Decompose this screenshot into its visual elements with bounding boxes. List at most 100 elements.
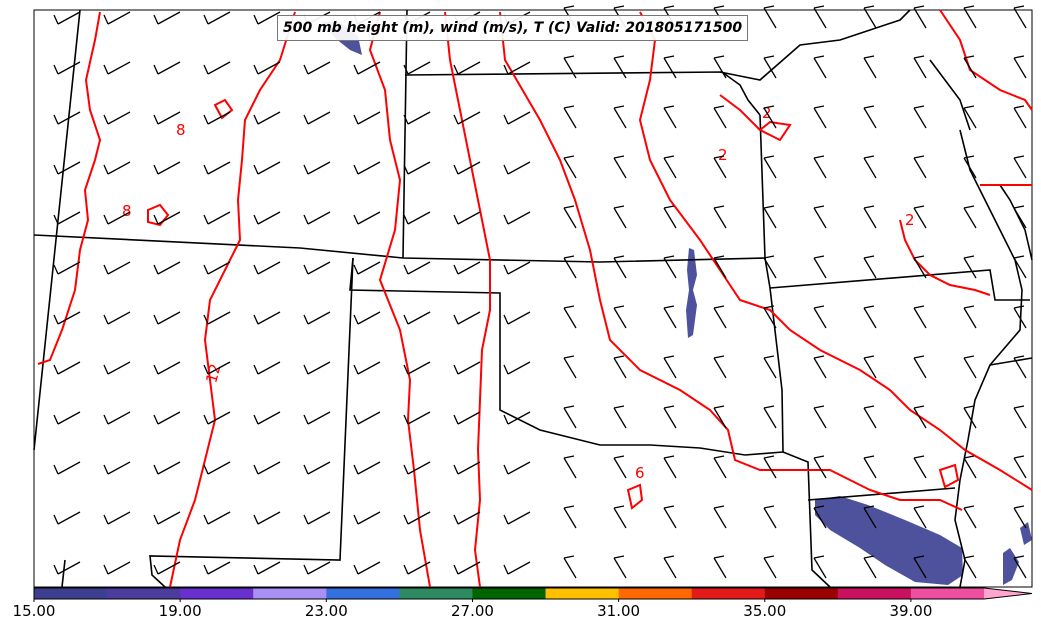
wind-barb [53, 211, 81, 225]
wind-barb [253, 361, 281, 375]
wind-barb [663, 205, 677, 229]
wind-barb [763, 55, 777, 79]
colorbar-swatch [399, 588, 473, 599]
wind-barb [563, 105, 577, 129]
wind-barb [713, 255, 727, 279]
wind-barb [303, 161, 331, 175]
wind-barb [563, 455, 577, 479]
wind-barb [353, 361, 381, 375]
wind-barb [863, 255, 877, 279]
wind-barb [563, 355, 577, 379]
border-ok-ar [769, 287, 784, 453]
wind-barb [253, 511, 281, 525]
wind-barb [403, 511, 431, 525]
border-tx-la [782, 451, 831, 588]
wind-barb [253, 11, 281, 25]
wind-barb [613, 405, 627, 429]
wind-barb [613, 55, 627, 79]
wind-barb [153, 61, 181, 75]
wind-barb [203, 361, 231, 375]
wind-barb [1013, 105, 1027, 129]
wind-barb [663, 555, 677, 579]
wind-barb [763, 255, 777, 279]
contour-small3 [626, 483, 644, 510]
wind-barb [963, 205, 977, 229]
wind-barb [253, 111, 281, 125]
wind-barb [203, 311, 231, 325]
wind-barb [453, 161, 481, 175]
wind-barb [453, 211, 481, 225]
wind-barb [813, 205, 827, 229]
wind-barb [303, 461, 331, 475]
map-title: 500 mb height (m), wind (m/s), T (C) Val… [277, 15, 749, 41]
wind-barb [563, 55, 577, 79]
wind-barb [303, 411, 331, 425]
wind-barb [353, 511, 381, 525]
wind-barb [913, 305, 927, 329]
wind-barb [663, 455, 677, 479]
contour-label: 6 [635, 464, 645, 482]
wind-barb [763, 155, 777, 179]
wind-barb [563, 205, 577, 229]
wind-barb [763, 555, 777, 579]
wind-barb [863, 155, 877, 179]
wind-barb [403, 211, 431, 225]
wind-barb [613, 105, 627, 129]
colorbar-swatch [764, 588, 839, 599]
wind-barb [403, 361, 431, 375]
wind-barb [813, 555, 827, 579]
wind-barb [863, 505, 877, 529]
wind-barb [763, 305, 777, 329]
wind-barb [963, 555, 977, 579]
wind-barb [913, 505, 927, 529]
wind-barb [203, 511, 231, 525]
colorbar-swatch [618, 588, 693, 599]
wind-barb [763, 105, 777, 129]
wind-barb [303, 361, 331, 375]
wind-barb [403, 61, 431, 75]
colorbar-tick-label: 35.00 [743, 602, 787, 620]
wind-barb [253, 461, 281, 475]
wind-barb [913, 55, 927, 79]
wind-barb [153, 511, 181, 525]
contour-west [37, 11, 102, 365]
wind-barb [763, 355, 777, 379]
wind-barb [203, 561, 231, 575]
border-mn [929, 59, 971, 131]
wind-barb [713, 105, 727, 129]
wind-barb [913, 105, 927, 129]
wind-barb [663, 55, 677, 79]
wind-barb [103, 411, 131, 425]
wind-barb [253, 211, 281, 225]
colorbar-tick-label: 31.00 [597, 602, 641, 620]
wind-barb [713, 355, 727, 379]
wind-barb [153, 411, 181, 425]
contour-east [638, 11, 1033, 491]
wind-barb [963, 55, 977, 79]
wind-barb [253, 161, 281, 175]
wind-barb [453, 311, 481, 325]
wind-barb [503, 211, 531, 225]
wind-barb [453, 461, 481, 475]
wind-barb [353, 411, 381, 425]
wind-barb [863, 5, 877, 29]
wind-barb [53, 11, 81, 25]
wind-barb [53, 561, 81, 575]
wind-barb [763, 505, 777, 529]
wind-barb [153, 211, 181, 225]
wind-barb [713, 555, 727, 579]
wind-barb [103, 561, 131, 575]
wind-barb [863, 405, 877, 429]
wind-barb [963, 155, 977, 179]
wind-barb [1013, 405, 1027, 429]
wind-barb [563, 255, 577, 279]
wind-barb [713, 205, 727, 229]
wind-barb [613, 555, 627, 579]
contour-small4 [938, 463, 960, 489]
wind-barb [913, 455, 927, 479]
wind-barb [203, 11, 231, 25]
wind-barbs [53, 5, 1027, 579]
contour-label: 8 [176, 121, 186, 139]
contour-small2 [213, 98, 234, 120]
